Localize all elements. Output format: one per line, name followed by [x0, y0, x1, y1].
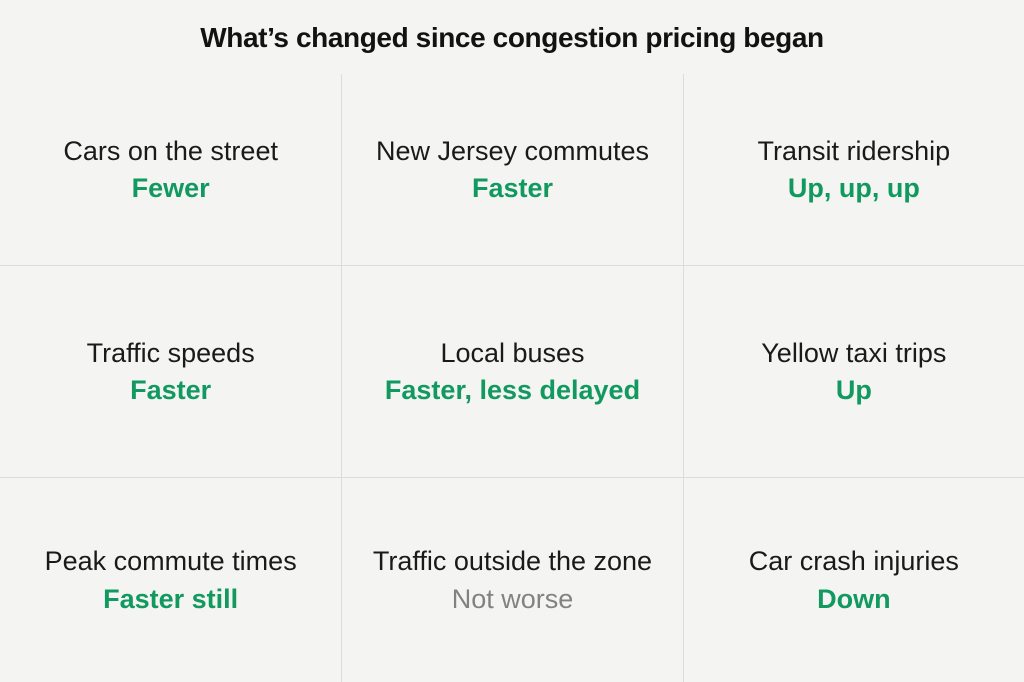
cell-value: Up, up, up [787, 173, 920, 203]
grid-cell: Transit ridership Up, up, up [682, 74, 1024, 265]
cell-label: Traffic outside the zone [372, 546, 653, 577]
grid-cell: Yellow taxi trips Up [682, 265, 1024, 477]
cell-label: Car crash injuries [748, 546, 959, 577]
grid-cell: New Jersey commutes Faster [341, 74, 682, 265]
grid-cell: Cars on the street Fewer [0, 74, 341, 265]
cell-value: Faster [130, 375, 212, 405]
grid-cell: Local buses Faster, less delayed [341, 265, 683, 477]
cell-value: Faster still [103, 583, 239, 614]
grid-cell: Peak commute times Faster still [0, 477, 342, 682]
cell-label: Traffic speeds [86, 337, 255, 368]
cell-label: New Jersey commutes [375, 135, 650, 166]
cell-label: Local buses [440, 337, 585, 368]
grid-cell: Car crash injuries Down [682, 477, 1024, 682]
grid-cell: Traffic speeds Faster [0, 265, 342, 477]
grid-cell: Traffic outside the zone Not worse [341, 477, 683, 682]
page-title: What’s changed since congestion pricing … [200, 22, 824, 53]
cell-label: Cars on the street [63, 135, 278, 166]
cell-label: Peak commute times [44, 546, 297, 577]
cell-label: Yellow taxi trips [761, 337, 947, 368]
cell-value: Down [817, 583, 891, 614]
cell-value: Up [835, 375, 872, 405]
cell-value: Fewer [131, 173, 210, 203]
cell-value: Faster, less delayed [384, 375, 641, 405]
cell-value: Not worse [451, 583, 574, 614]
cell-value: Faster [471, 173, 554, 203]
title-bar: What’s changed since congestion pricing … [0, 0, 1024, 74]
cell-label: Transit ridership [757, 135, 951, 166]
summary-grid: Cars on the street Fewer New Jersey comm… [0, 74, 1024, 682]
